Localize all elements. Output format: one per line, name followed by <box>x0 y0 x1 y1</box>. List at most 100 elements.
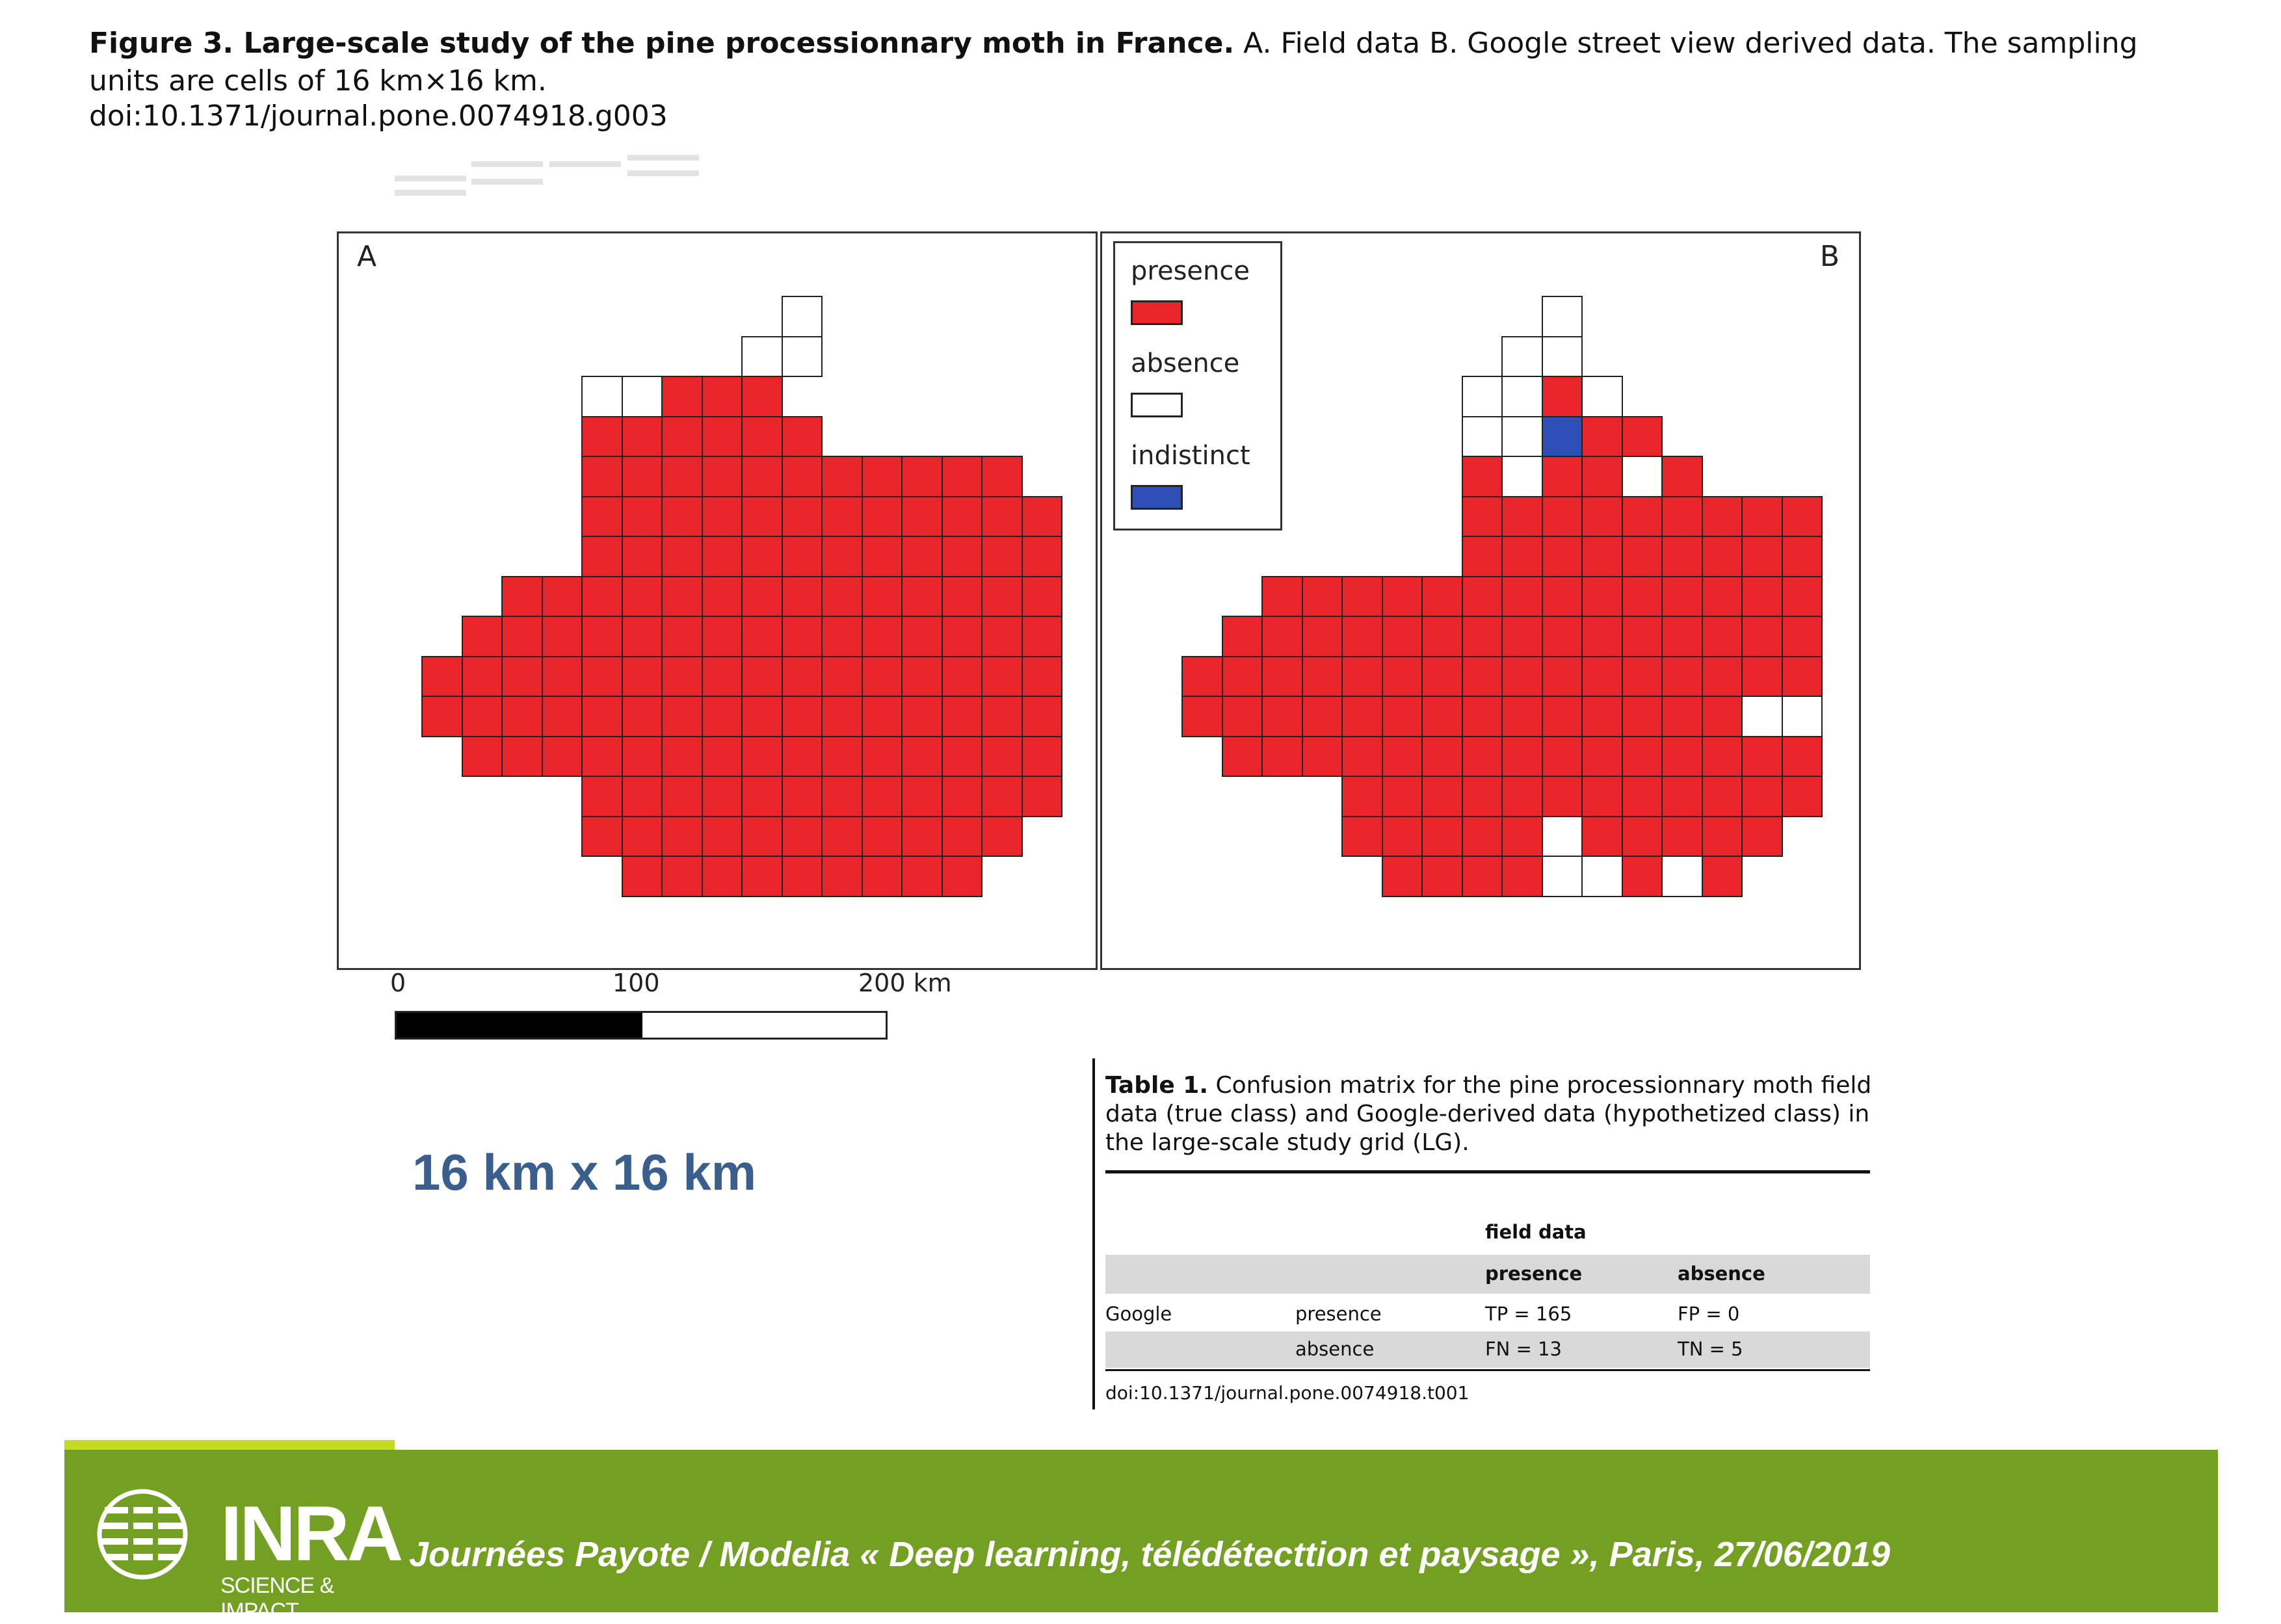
map-cell-presence <box>821 536 863 577</box>
map-cell-presence <box>741 655 783 697</box>
map-cell-presence <box>1381 735 1423 777</box>
map-cell-presence <box>1461 495 1503 537</box>
map-cell-presence <box>1021 735 1062 777</box>
map-cell-presence <box>581 415 623 457</box>
map-cell-presence <box>1501 776 1543 817</box>
faint-scan-artifact <box>395 190 466 196</box>
map-cell-presence <box>1741 575 1783 617</box>
map-cell-presence <box>1461 815 1503 857</box>
map-cell-presence <box>941 696 982 737</box>
map-cell-presence <box>821 616 863 657</box>
map-cell-presence <box>941 616 982 657</box>
map-cell-presence <box>1501 735 1543 777</box>
map-cell-presence <box>501 696 543 737</box>
map-cell-presence <box>701 536 743 577</box>
map-cell-presence <box>1021 696 1062 737</box>
map-cell-presence <box>901 655 943 697</box>
map-cell-presence <box>661 655 703 697</box>
map-cell-presence <box>821 856 863 897</box>
legend-indistinct-swatch <box>1131 485 1183 510</box>
map-cell-presence <box>581 735 623 777</box>
map-cell-presence <box>1501 536 1543 577</box>
map-cell-presence <box>821 456 863 497</box>
faint-scan-artifact <box>471 161 543 167</box>
map-cell-presence <box>861 616 903 657</box>
map-cell-presence <box>1421 575 1463 617</box>
map-cell-presence <box>1741 735 1783 777</box>
map-cell-presence <box>1301 696 1343 737</box>
map-cell-presence <box>861 735 903 777</box>
map-cell-presence <box>821 575 863 617</box>
map-cell-presence <box>741 616 783 657</box>
map-cell-presence <box>1701 856 1743 897</box>
map-cell-presence <box>661 735 703 777</box>
map-cell-absence <box>1581 376 1623 417</box>
map-cell-presence <box>1781 536 1823 577</box>
map-cell-absence <box>1461 415 1503 457</box>
map-legend: presence absence indistinct <box>1113 241 1282 530</box>
scale-label-100: 100 <box>613 969 660 997</box>
map-cell-presence <box>1021 495 1062 537</box>
map-cell-presence <box>821 696 863 737</box>
map-cell-presence <box>661 456 703 497</box>
map-cell-presence <box>541 655 583 697</box>
map-cell-presence <box>581 776 623 817</box>
map-cell-presence <box>661 776 703 817</box>
map-cell-presence <box>1581 616 1623 657</box>
map-cell-presence <box>1021 575 1062 617</box>
map-cell-presence <box>1501 655 1543 697</box>
map-cell-absence <box>741 335 783 377</box>
map-cell-indistinct <box>1541 415 1583 457</box>
map-cell-presence <box>981 616 1023 657</box>
map-cell-presence <box>1421 616 1463 657</box>
map-cell-absence <box>1501 415 1543 457</box>
map-cell-presence <box>1661 696 1703 737</box>
table-header-shade <box>1105 1255 1870 1294</box>
map-cell-presence <box>661 616 703 657</box>
map-cell-presence <box>1541 696 1583 737</box>
map-cell-presence <box>941 735 982 777</box>
map-cell-presence <box>781 776 823 817</box>
map-cell-presence <box>1261 696 1303 737</box>
map-cell-presence <box>1661 495 1703 537</box>
inra-logo-globe-icon <box>97 1489 188 1580</box>
map-cell-presence <box>621 495 663 537</box>
map-cell-presence <box>621 655 663 697</box>
map-cell-presence <box>901 856 943 897</box>
legend-absence-swatch <box>1131 393 1183 417</box>
map-cell-presence <box>1661 655 1703 697</box>
logo-tagline: SCIENCE & IMPACT <box>220 1573 334 1623</box>
map-cell-presence <box>941 815 982 857</box>
map-cell-presence <box>1501 856 1543 897</box>
map-cell-presence <box>1381 616 1423 657</box>
map-cell-presence <box>501 575 543 617</box>
map-cell-presence <box>1221 735 1263 777</box>
map-cell-presence <box>1701 655 1743 697</box>
map-cell-presence <box>1541 735 1583 777</box>
map-cell-presence <box>701 415 743 457</box>
map-cell-presence <box>1621 536 1663 577</box>
map-cell-absence <box>1581 856 1623 897</box>
map-cell-presence <box>1221 616 1263 657</box>
map-cell-presence <box>1381 575 1423 617</box>
map-cell-presence <box>781 575 823 617</box>
map-cell-presence <box>741 456 783 497</box>
map-cell-presence <box>1301 735 1343 777</box>
map-cell-presence <box>901 536 943 577</box>
scale-bar-filled-segment <box>397 1013 642 1038</box>
table-bottom-rule <box>1105 1369 1870 1371</box>
map-cell-presence <box>741 415 783 457</box>
map-cell-presence <box>1701 495 1743 537</box>
map-cell-absence <box>1541 335 1583 377</box>
map-cell-presence <box>901 696 943 737</box>
map-cell-presence <box>701 616 743 657</box>
panel-a-label: A <box>357 240 377 273</box>
map-cell-absence <box>1501 456 1543 497</box>
table-cell-tp: TP = 165 <box>1485 1303 1572 1325</box>
map-panel-a: A <box>337 231 1098 970</box>
map-cell-presence <box>821 815 863 857</box>
map-cell-presence <box>421 696 463 737</box>
map-cell-presence <box>621 696 663 737</box>
faint-scan-artifact <box>471 179 543 185</box>
map-cell-absence <box>1501 335 1543 377</box>
